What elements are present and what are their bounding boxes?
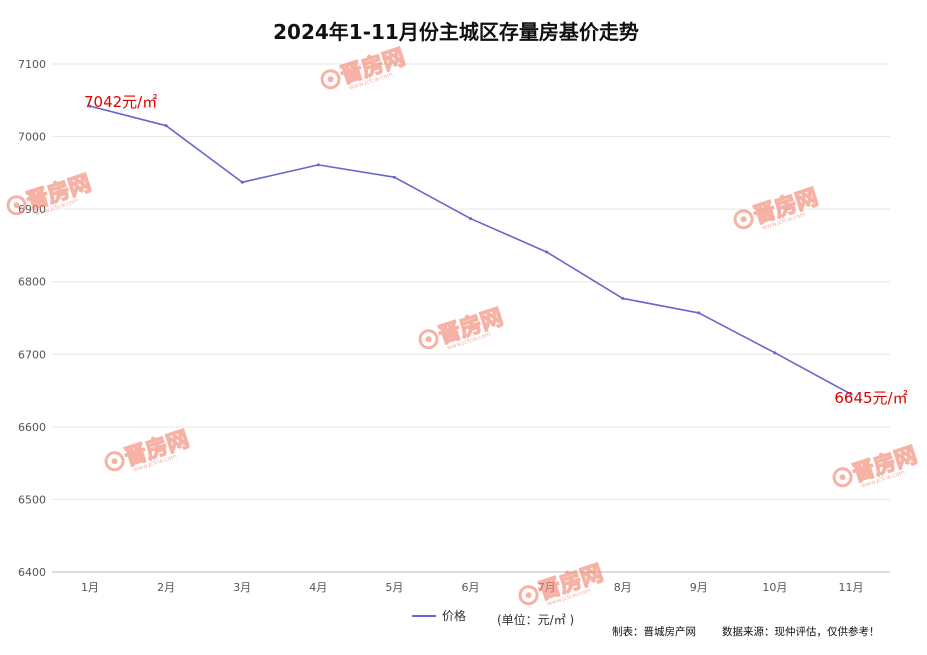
x-tick-label: 11月	[839, 581, 864, 594]
y-tick-label: 6600	[18, 421, 46, 434]
watermark-logo-dot	[13, 202, 20, 209]
y-tick-label: 6700	[18, 348, 46, 361]
footer-source: 数据来源：现仲评估，仅供参考！	[722, 625, 880, 638]
data-point	[316, 163, 320, 167]
watermark-logo-icon	[832, 467, 853, 488]
watermark-logo-icon	[518, 585, 539, 606]
watermark-logo-icon	[418, 329, 439, 350]
data-point	[773, 351, 777, 355]
x-tick-label: 4月	[309, 581, 327, 594]
data-point	[164, 124, 168, 128]
watermark-logo-icon	[733, 209, 754, 230]
watermark-logo-dot	[111, 458, 118, 465]
data-labels: 7042元/㎡ 6645元/㎡	[84, 93, 908, 407]
x-tick-label: 6月	[462, 581, 480, 594]
x-tick-label: 8月	[614, 581, 632, 594]
watermark-logo-icon	[320, 69, 341, 90]
y-tick-label: 7100	[18, 58, 46, 71]
watermark-logo-dot	[839, 474, 846, 481]
data-point	[240, 180, 244, 184]
chart-title: 2024年1-11月份主城区存量房基价走势	[273, 20, 639, 44]
legend[interactable]: 价格	[412, 608, 466, 623]
data-point	[545, 250, 549, 254]
data-point	[88, 104, 92, 108]
data-point	[621, 296, 625, 300]
data-point	[469, 217, 472, 221]
watermark-logo-dot	[740, 216, 747, 223]
watermark-logo-icon	[6, 195, 27, 216]
watermark-logo-dot	[525, 592, 532, 599]
data-point	[697, 311, 701, 315]
footer-maker: 制表：晋城房产网	[612, 625, 696, 638]
x-tick-label: 2月	[157, 581, 175, 594]
y-tick-label: 7000	[18, 131, 46, 144]
data-label: 7042元/㎡	[84, 93, 157, 111]
x-tick-label: 3月	[233, 581, 251, 594]
y-tick-label: 6400	[18, 566, 46, 579]
data-label: 6645元/㎡	[834, 389, 907, 407]
x-tick-label: 10月	[762, 581, 787, 594]
data-point	[392, 175, 396, 179]
watermark-logo-dot	[327, 76, 334, 83]
x-axis-ticks: 1月 2月 3月 4月 5月 6月 7月 8月 9月 10月 11月	[81, 581, 864, 594]
y-tick-label: 6500	[18, 493, 46, 506]
watermark-logo-dot	[425, 336, 432, 343]
watermark-logo-icon	[104, 451, 125, 472]
legend-label: 价格	[442, 608, 466, 623]
series-line	[89, 105, 852, 395]
y-tick-label: 6800	[18, 276, 46, 289]
data-point	[849, 392, 853, 396]
series-layer	[88, 104, 853, 396]
x-tick-label: 1月	[81, 581, 99, 594]
unit-note: (单位：元/㎡ )	[497, 612, 574, 627]
x-tick-label: 5月	[385, 581, 403, 594]
x-tick-label: 9月	[690, 581, 708, 594]
grid-lines	[52, 63, 890, 573]
x-tick-label: 7月	[538, 581, 556, 594]
